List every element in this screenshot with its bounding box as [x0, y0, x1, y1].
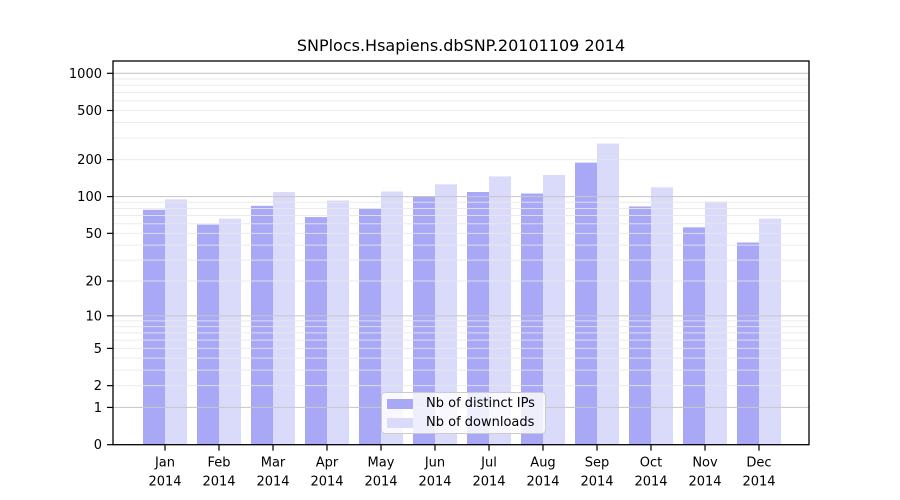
x-tick-label: May 2014 — [364, 456, 397, 490]
x-tick-label: Aug 2014 — [526, 456, 559, 490]
x-tick-label: Feb 2014 — [202, 456, 235, 490]
axes-spines — [112, 60, 810, 446]
legend-label-distinct-ips: Nb of distinct IPs — [426, 396, 535, 411]
bar-downloads-jul — [489, 176, 511, 445]
legend-item-distinct-ips: Nb of distinct IPs — [387, 396, 539, 411]
bar-downloads-nov — [705, 201, 727, 445]
bar-distinct-ips-oct — [629, 206, 651, 445]
x-tick-label: Jun 2014 — [418, 456, 451, 490]
x-tick-label: Dec 2014 — [742, 456, 775, 490]
legend-item-downloads: Nb of downloads — [387, 415, 539, 430]
bar-downloads-dec — [759, 218, 781, 445]
bar-distinct-ips-mar — [251, 205, 273, 445]
y-tick-label: 1 — [94, 401, 102, 416]
legend-swatch-distinct-ips — [387, 398, 413, 409]
bar-distinct-ips-jul — [467, 192, 489, 445]
bar-downloads-aug — [543, 174, 565, 445]
legend-swatch-downloads — [387, 417, 413, 428]
bar-downloads-apr — [327, 200, 349, 445]
bar-downloads-feb — [219, 218, 241, 445]
y-tick-label: 5 — [94, 342, 102, 357]
bars — [143, 143, 781, 445]
x-tick-label: Sep 2014 — [580, 456, 613, 490]
bar-distinct-ips-dec — [737, 242, 759, 445]
y-tick-label: 1000 — [69, 67, 102, 82]
bar-downloads-mar — [273, 192, 295, 445]
bar-distinct-ips-apr — [305, 217, 327, 445]
bar-downloads-may — [381, 191, 403, 445]
bar-downloads-jan — [165, 199, 187, 445]
y-tick-label: 20 — [85, 275, 102, 290]
gridlines — [113, 72, 809, 408]
bar-distinct-ips-jun — [413, 196, 435, 445]
bar-downloads-jun — [435, 184, 457, 445]
y-axis: 0 1 2 5 10 20 50 100 200 500 1000 — [69, 67, 113, 453]
chart-title: SNPlocs.Hsapiens.dbSNP.20101109 2014 — [296, 36, 626, 55]
y-tick-label: 50 — [85, 227, 102, 242]
legend-label-downloads: Nb of downloads — [426, 415, 535, 430]
y-tick-label: 2 — [94, 379, 102, 394]
bar-distinct-ips-aug — [521, 193, 543, 445]
x-tick-label: Jan 2014 — [148, 456, 181, 490]
y-tick-label: 500 — [77, 104, 102, 119]
x-tick-label: Oct 2014 — [634, 456, 667, 490]
y-tick-label: 100 — [77, 190, 102, 205]
bar-distinct-ips-feb — [197, 224, 219, 445]
x-tick-label: Apr 2014 — [310, 456, 343, 490]
bar-distinct-ips-nov — [683, 227, 705, 445]
y-tick-label: 0 — [94, 438, 102, 453]
x-axis: Jan 2014 Feb 2014 Mar 2014 Apr 2014 May 2014 Jun 20… — [148, 444, 776, 490]
legend: Nb of distinct IPs Nb of downloads — [381, 392, 546, 434]
y-tick-label: 10 — [85, 309, 102, 324]
x-tick-label: Nov 2014 — [688, 456, 721, 490]
x-tick-label: Jul 2014 — [472, 456, 505, 490]
x-tick-label: Mar 2014 — [256, 456, 289, 490]
y-tick-label: 200 — [77, 153, 102, 168]
bar-downloads-sep — [597, 143, 619, 445]
bar-distinct-ips-sep — [575, 162, 597, 445]
